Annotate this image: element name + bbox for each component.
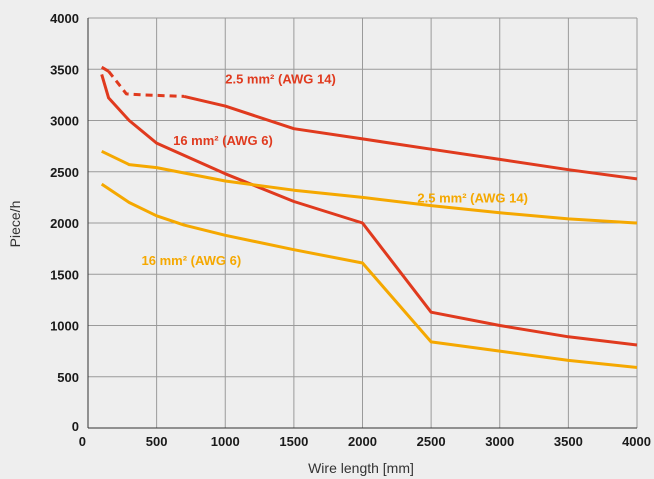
series-label-3: 2.5 mm² (AWG 14) — [417, 191, 528, 206]
y-tick-label: 4000 — [50, 11, 79, 26]
y-tick-label: 1000 — [50, 319, 79, 334]
y-tick-label: 3000 — [50, 114, 79, 129]
x-tick-label: 2000 — [348, 434, 377, 449]
series-line-1 — [107, 70, 185, 98]
y-tick-label: 1500 — [50, 267, 79, 282]
x-tick-label: 1000 — [211, 434, 240, 449]
x-tick-label: 2500 — [417, 434, 446, 449]
y-axis-title: Piece/h — [7, 201, 23, 248]
series-line-2 — [100, 73, 638, 347]
x-tick-label: 1500 — [279, 434, 308, 449]
series-line-3 — [101, 149, 638, 225]
series-line-4 — [100, 182, 638, 369]
x-tick-label: 4000 — [622, 434, 651, 449]
series-line-1 — [183, 94, 638, 181]
series-lines — [100, 65, 638, 369]
x-tick-label: 3500 — [554, 434, 583, 449]
series-label-2: 16 mm² (AWG 6) — [173, 133, 273, 148]
x-tick-label: 500 — [146, 434, 168, 449]
y-tick-label: 0 — [72, 419, 79, 434]
series-labels: 2.5 mm² (AWG 14) 16 mm² (AWG 6) 2.5 mm² (A… — [142, 72, 528, 268]
series-label-4: 16 mm² (AWG 6) — [142, 253, 242, 268]
x-axis-title: Wire length [mm] — [308, 460, 414, 476]
y-tick-label: 2500 — [50, 165, 79, 180]
y-tick-label: 2000 — [50, 216, 79, 231]
x-tick-label: 0 — [79, 434, 86, 449]
y-tick-label: 3500 — [50, 62, 79, 77]
tick-labels: 0 500 1000 1500 2000 2500 3000 3500 4000 0 500 1000… — [50, 11, 651, 449]
axes — [87, 18, 637, 429]
x-tick-label: 3000 — [485, 434, 514, 449]
series-line-1 — [100, 65, 110, 73]
y-tick-label: 500 — [57, 370, 79, 385]
series-label-1: 2.5 mm² (AWG 14) — [225, 72, 336, 87]
